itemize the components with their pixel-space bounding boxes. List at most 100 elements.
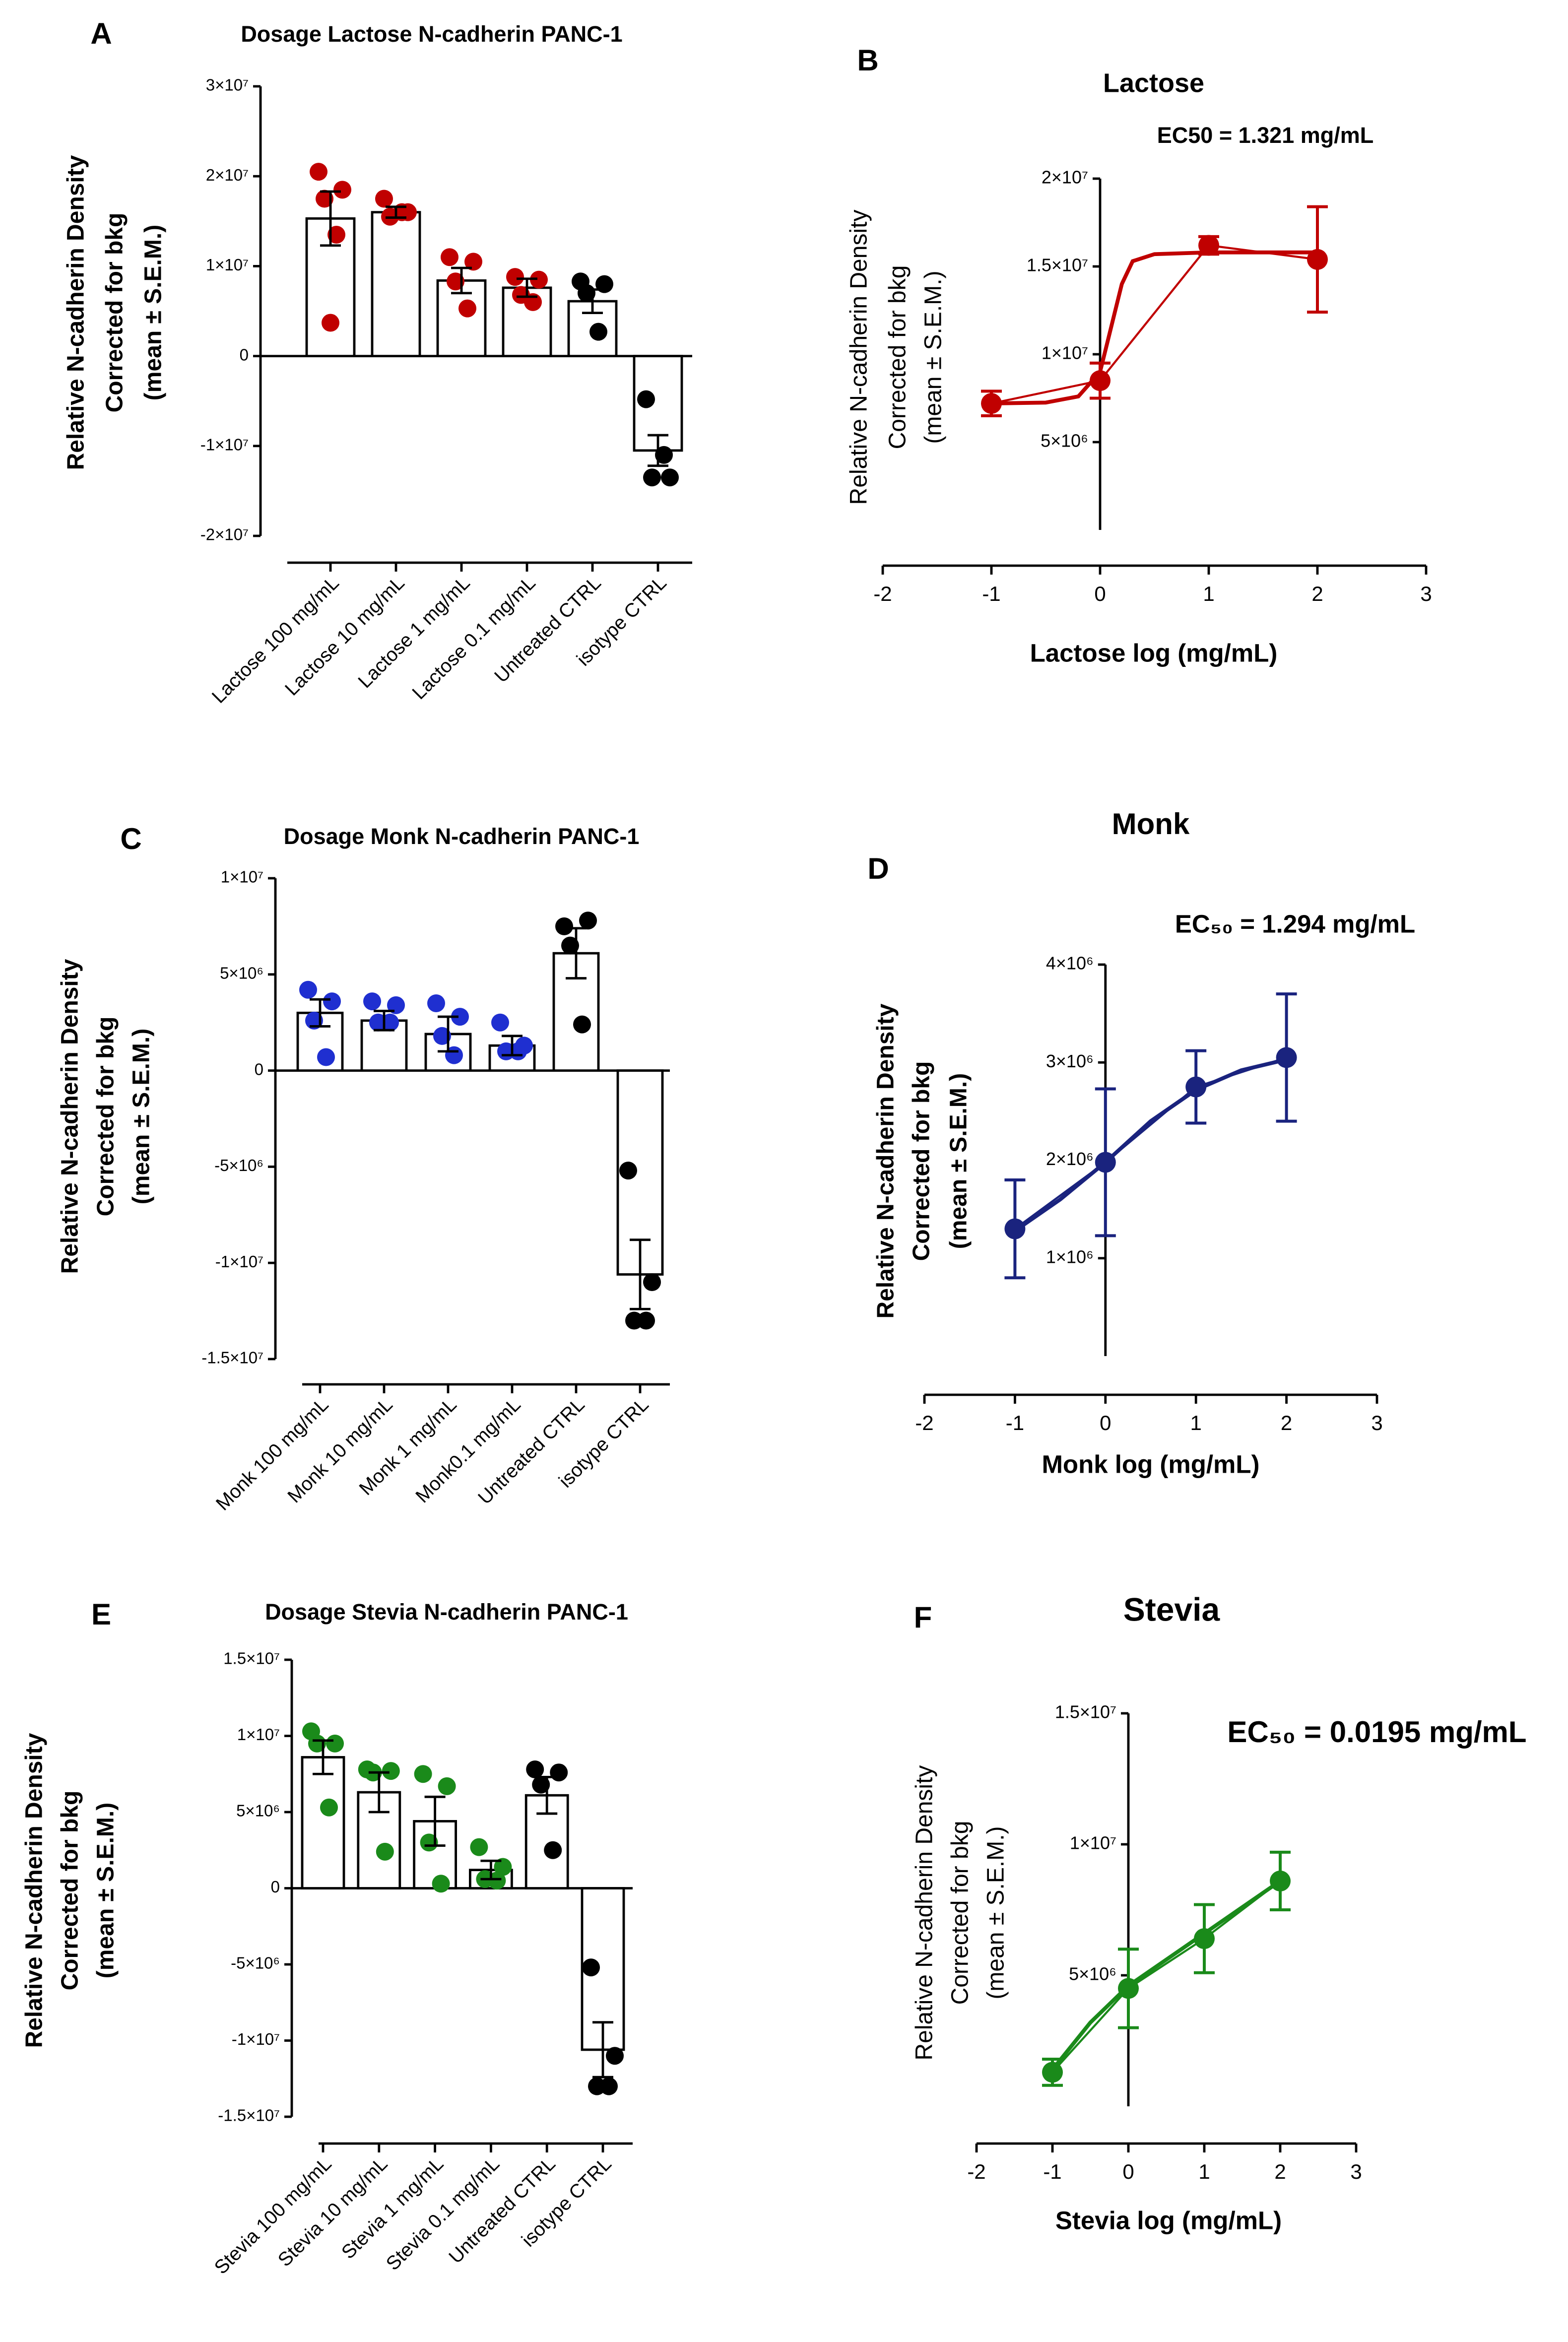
y-axis-label: Corrected for bkg (102, 213, 128, 413)
y-tick-label: 2×10⁶ (1046, 1149, 1094, 1169)
y-tick-label: -5×10⁶ (214, 1156, 263, 1174)
data-point (582, 1958, 600, 1977)
y-axis-label: (mean ± S.E.M.) (129, 1029, 155, 1204)
x-axis-label: Lactose log (mg/mL) (1030, 639, 1278, 667)
data-point (550, 1763, 568, 1782)
y-tick-label: -1×10⁷ (200, 436, 249, 454)
y-tick-label: 5×10⁶ (236, 1802, 280, 1820)
data-point (382, 1762, 400, 1780)
data-point (447, 272, 465, 291)
data-point (532, 1775, 550, 1794)
x-tick-label: Stevia 1 mg/mL (337, 2153, 448, 2263)
data-point (420, 1833, 438, 1852)
data-point (299, 980, 318, 999)
y-tick-label: 0 (255, 1060, 263, 1078)
y-tick-label: 5×10⁶ (1041, 431, 1088, 451)
data-point (655, 446, 673, 464)
x-tick-label: 1 (1198, 2160, 1210, 2183)
data-point (308, 1734, 327, 1753)
data-point (491, 1013, 510, 1032)
x-tick-label: -1 (982, 582, 1000, 605)
data-point (327, 225, 346, 244)
data-point (589, 323, 608, 341)
annotation: EC₅₀ = 0.0195 mg/mL (1227, 1715, 1526, 1749)
y-tick-label: 3×10⁷ (206, 76, 249, 94)
data-line (1014, 1056, 1287, 1230)
data-point (981, 393, 1002, 414)
y-tick-label: -1.5×10⁷ (201, 1349, 263, 1367)
data-line (1051, 1880, 1281, 2073)
y-tick-label: 5×10⁶ (1069, 1964, 1116, 1984)
data-point (637, 1311, 655, 1330)
data-line (991, 244, 1318, 405)
data-point (488, 1872, 506, 1890)
y-tick-label: 1×10⁶ (1046, 1246, 1094, 1267)
chart-title: Monk (1112, 807, 1190, 841)
data-point (381, 1013, 399, 1032)
data-point (1090, 370, 1111, 391)
data-point (1095, 1152, 1116, 1173)
data-point (326, 1734, 344, 1753)
x-axis-label: Stevia log (mg/mL) (1055, 2206, 1282, 2234)
y-axis-label: (mean ± S.E.M.) (946, 1073, 972, 1249)
data-point (305, 1011, 324, 1030)
y-tick-label: 2×10⁷ (206, 166, 249, 184)
x-tick-label: Monk 100 mg/mL (212, 1394, 332, 1514)
data-point (323, 992, 341, 1011)
data-point (544, 1841, 562, 1859)
x-tick-label: 0 (1100, 1411, 1111, 1434)
y-tick-label: 5×10⁶ (220, 964, 263, 982)
y-tick-label: 1×10⁷ (221, 868, 263, 886)
data-point (438, 1777, 456, 1795)
data-point (310, 163, 328, 181)
data-point (464, 253, 483, 271)
data-point (643, 468, 661, 487)
x-tick-label: Lactose 10 mg/mL (281, 572, 408, 700)
panel-letter: D (867, 852, 889, 885)
x-tick-label: Lactose 100 mg/mL (208, 572, 343, 708)
y-tick-label: 1×10⁷ (237, 1725, 280, 1744)
data-point (530, 270, 548, 289)
x-tick-label: 2 (1311, 582, 1323, 605)
fit-curve (1050, 1879, 1282, 2071)
data-point (322, 314, 340, 332)
data-point (1185, 1076, 1207, 1098)
data-point (526, 1760, 544, 1779)
x-tick-label: Untreated CTRL (474, 1394, 588, 1508)
x-tick-label: -2 (873, 582, 892, 605)
y-tick-label: -1×10⁷ (215, 1252, 263, 1271)
data-point (637, 390, 655, 408)
y-tick-label: 1.5×10⁷ (1027, 255, 1088, 275)
data-point (333, 181, 352, 199)
data-point (317, 1048, 335, 1066)
y-tick-label: -5×10⁶ (231, 1954, 280, 1972)
data-point (494, 1858, 512, 1876)
annotation: EC₅₀ = 1.294 mg/mL (1175, 910, 1415, 938)
y-tick-label: 0 (271, 1878, 280, 1896)
data-point (506, 268, 524, 286)
y-tick-label: -1×10⁷ (232, 2030, 280, 2048)
y-tick-label: 2×10⁷ (1042, 167, 1088, 188)
chart-title: Stevia (1123, 1591, 1221, 1627)
data-point (441, 248, 459, 266)
data-point (643, 1273, 661, 1291)
y-axis-label: (mean ± S.E.M.) (93, 1803, 119, 1978)
data-point (387, 996, 405, 1014)
data-point (316, 190, 334, 208)
x-tick-label: 1 (1203, 582, 1214, 605)
y-axis-label: Relative N-cadherin Density (846, 210, 872, 505)
x-tick-label: 3 (1371, 1411, 1382, 1434)
bar (301, 1756, 345, 1889)
x-tick-label: Lactose 1 mg/mL (354, 572, 474, 692)
y-tick-label: -2×10⁷ (200, 525, 249, 544)
x-axis-label: Monk log (mg/mL) (1042, 1450, 1259, 1478)
chart-title: Lactose (1103, 68, 1204, 98)
data-point (1270, 1870, 1291, 1891)
panel-letter: A (90, 17, 112, 50)
y-tick-label: 1.5×10⁷ (1055, 1702, 1116, 1722)
panel-letter: B (857, 44, 878, 77)
data-point (606, 2047, 624, 2065)
data-point (376, 1842, 394, 1861)
chart-title: Dosage Stevia N-cadherin PANC-1 (265, 1599, 628, 1625)
